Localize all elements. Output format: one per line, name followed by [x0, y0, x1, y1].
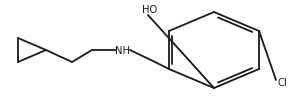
Text: Cl: Cl	[278, 78, 288, 88]
Text: HO: HO	[142, 5, 157, 15]
Text: NH: NH	[116, 46, 131, 56]
